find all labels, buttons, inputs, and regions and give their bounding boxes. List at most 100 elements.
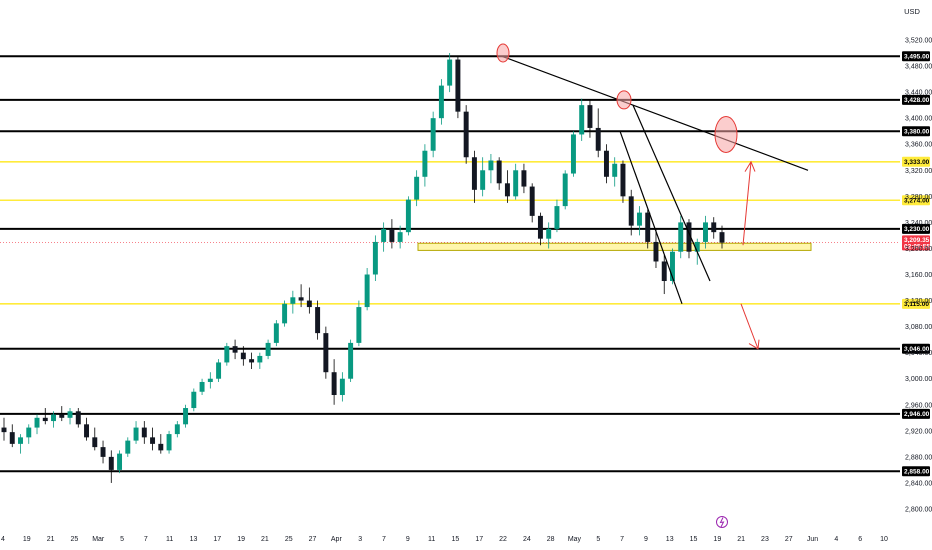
x-tick-label: 6 bbox=[858, 536, 862, 543]
level-tag-label: 3,046.00 bbox=[904, 346, 930, 353]
candle-body bbox=[430, 118, 436, 151]
candle-body bbox=[1, 427, 7, 433]
candle-body bbox=[703, 222, 708, 242]
x-tick-label: 24 bbox=[523, 536, 531, 543]
x-tick-label: 21 bbox=[261, 536, 269, 543]
candle-body bbox=[315, 307, 321, 334]
x-tick-label: 21 bbox=[737, 536, 745, 543]
bearish-arrow bbox=[740, 303, 759, 349]
candle-body bbox=[678, 222, 684, 252]
candle-body bbox=[636, 212, 642, 226]
x-tick-label: 17 bbox=[475, 536, 483, 543]
candle-body bbox=[711, 222, 717, 233]
descending-trendline bbox=[501, 55, 809, 171]
candle-body bbox=[661, 261, 667, 282]
x-tick-label: 25 bbox=[71, 536, 79, 543]
x-tick-label: 28 bbox=[547, 536, 555, 543]
candle-body bbox=[249, 359, 255, 363]
y-tick-label: 3,080.00 bbox=[905, 324, 932, 331]
y-tick-label: 2,800.00 bbox=[905, 507, 932, 514]
candle-body bbox=[273, 323, 279, 343]
level-tag-bg bbox=[902, 94, 930, 105]
candle-body bbox=[339, 378, 345, 396]
target-highlight-ellipse bbox=[714, 115, 738, 153]
candle-body bbox=[645, 212, 651, 242]
x-tick-label: Jun bbox=[807, 536, 818, 543]
channel-lower-line bbox=[619, 130, 683, 305]
candle-body bbox=[42, 417, 48, 422]
candle-body bbox=[521, 170, 527, 187]
x-tick-label: 10 bbox=[880, 536, 888, 543]
candle-body bbox=[158, 443, 164, 451]
candle-body bbox=[240, 352, 246, 360]
x-tick-label: 5 bbox=[120, 536, 124, 543]
candle-body bbox=[224, 346, 230, 363]
candle-body bbox=[554, 206, 560, 229]
candle-body bbox=[84, 424, 90, 438]
y-tick-label: 3,360.00 bbox=[905, 142, 932, 149]
candle-body bbox=[108, 456, 114, 470]
y-tick-label: 3,120.00 bbox=[905, 298, 932, 305]
candle-body bbox=[570, 134, 576, 174]
level-tag-label: 3,380.00 bbox=[904, 128, 930, 135]
x-tick-label: 19 bbox=[237, 536, 245, 543]
candle-body bbox=[504, 183, 510, 197]
support-zone bbox=[417, 242, 812, 251]
candle-body bbox=[463, 111, 469, 158]
candle-body bbox=[372, 241, 378, 275]
y-tick-label: 3,040.00 bbox=[905, 350, 932, 357]
candle-body bbox=[694, 241, 700, 252]
level-tag-bg bbox=[902, 195, 930, 206]
y-tick-label: 3,400.00 bbox=[905, 116, 932, 123]
candle-body bbox=[100, 447, 106, 457]
x-tick-label: 22 bbox=[499, 536, 507, 543]
x-tick-label: 23 bbox=[761, 536, 769, 543]
candle-body bbox=[51, 414, 56, 422]
candle-body bbox=[447, 59, 453, 86]
x-tick-label: 4 bbox=[834, 536, 838, 543]
level-tag-label: 3,115.00 bbox=[904, 301, 929, 308]
candle-body bbox=[397, 232, 403, 242]
y-tick-label: 3,000.00 bbox=[905, 376, 932, 383]
x-tick-label: 9 bbox=[406, 536, 410, 543]
candle-body bbox=[306, 300, 312, 308]
candle-body bbox=[331, 372, 337, 396]
x-tick-label: 4 bbox=[1, 536, 5, 543]
candle-body bbox=[686, 222, 692, 252]
candle-body bbox=[141, 427, 147, 438]
candle-body bbox=[537, 215, 543, 239]
candle-body bbox=[455, 59, 461, 112]
candle-body bbox=[356, 307, 362, 343]
x-tick-label: 7 bbox=[620, 536, 624, 543]
y-tick-label: 2,920.00 bbox=[905, 428, 932, 435]
ath-highlight-ellipse bbox=[496, 43, 510, 63]
level-tag-label: 3,495.00 bbox=[904, 54, 930, 61]
candle-body bbox=[323, 333, 329, 373]
candle-body bbox=[34, 417, 40, 428]
candle-body bbox=[719, 232, 725, 243]
candle-body bbox=[125, 440, 131, 454]
candle-body bbox=[612, 163, 618, 177]
candle-body bbox=[166, 434, 172, 451]
y-tick-label: 3,280.00 bbox=[905, 194, 932, 201]
candle-body bbox=[496, 160, 502, 184]
countdown-label: 02:05:55 bbox=[904, 243, 930, 250]
candle-body bbox=[488, 160, 494, 171]
x-tick-label: 15 bbox=[690, 536, 698, 543]
candle-body bbox=[18, 437, 23, 444]
candle-body bbox=[587, 105, 593, 128]
candle-body bbox=[364, 274, 370, 308]
x-tick-label: 3 bbox=[358, 536, 362, 543]
x-tick-label: 25 bbox=[285, 536, 293, 543]
level-tag-label: 3,333.00 bbox=[904, 159, 930, 166]
x-tick-label: 5 bbox=[596, 536, 600, 543]
candle-body bbox=[389, 228, 395, 242]
x-tick-label: 19 bbox=[713, 536, 721, 543]
candle-body bbox=[117, 453, 123, 470]
candle-body bbox=[26, 427, 32, 438]
candle-body bbox=[579, 105, 585, 135]
x-tick-label: 13 bbox=[666, 536, 674, 543]
current-price-label: 3,209.35 bbox=[904, 237, 930, 244]
